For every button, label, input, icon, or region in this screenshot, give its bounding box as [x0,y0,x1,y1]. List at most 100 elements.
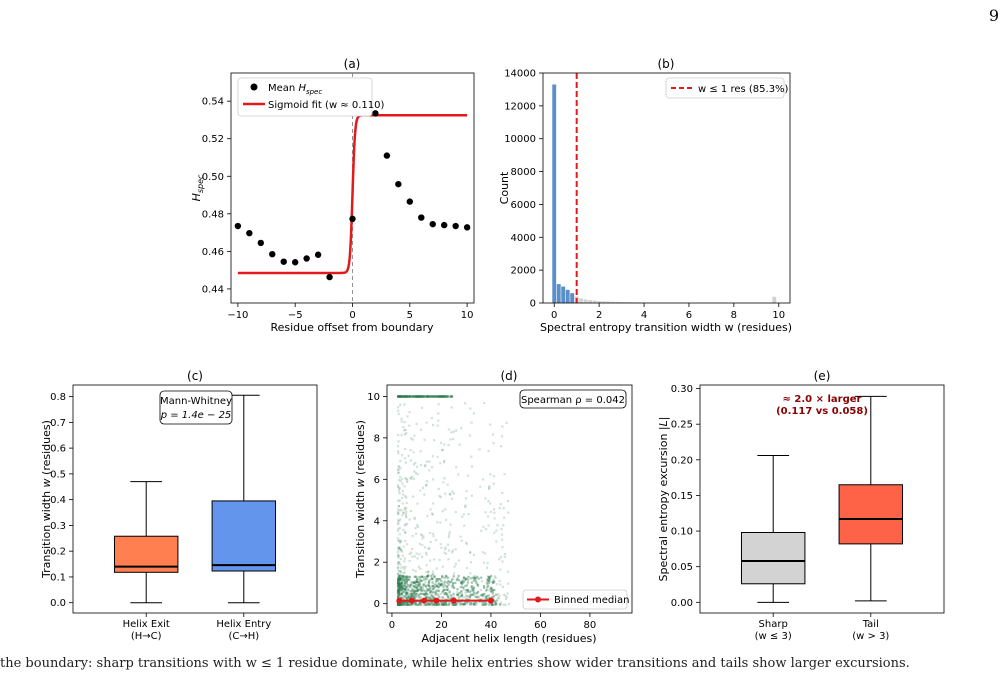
density-point-low [494,602,497,605]
density-point [471,603,474,606]
panel-b-frame [542,72,791,304]
density-point [404,577,407,581]
density-point-low [466,595,469,598]
density-point-low [419,587,422,590]
density-point-low [470,587,474,590]
density-point [419,601,423,604]
density-point [495,540,498,543]
density-point [413,517,416,521]
density-point [439,462,442,465]
density-point [412,590,415,593]
density-point [498,579,501,583]
density-point [448,492,452,496]
density-point [482,594,485,597]
density-point [397,468,400,471]
density-point-low [408,585,411,588]
density-point-low [445,585,448,588]
density-point [405,585,408,588]
density-point-cap [445,395,448,398]
density-point-low [397,581,400,584]
density-point [420,587,423,590]
density-point [398,478,401,481]
density-point [427,603,430,606]
density-point [459,603,462,606]
density-point [430,416,433,420]
density-point-low [484,601,487,604]
density-point [396,445,400,448]
density-point-low [429,589,432,592]
density-point [407,454,410,458]
density-point-low [460,583,464,586]
density-point-low [429,598,432,601]
density-point [495,602,498,605]
density-point [488,589,491,592]
density-point-low [405,575,408,578]
density-point-low [485,588,488,592]
density-point-low [485,582,489,585]
density-point [413,516,416,519]
y-tick-label: 0.7 [50,418,66,429]
density-point [427,573,430,576]
density-point [396,603,400,606]
density-point [403,557,406,560]
density-point [483,598,486,601]
density-point-low [466,581,470,584]
density-point [398,465,401,468]
mean-point [406,198,414,205]
density-point [429,508,432,511]
density-point [424,581,427,584]
density-point [397,489,401,492]
density-point [481,551,484,554]
density-point [428,531,432,535]
density-point [414,603,417,606]
sigmoid-fit-line [237,113,468,275]
density-point-low [465,577,468,580]
density-point [404,566,407,569]
density-point-low [397,592,400,595]
density-point [398,603,401,606]
density-point-low [398,584,401,587]
density-point-low [426,574,430,577]
density-point-low [456,588,459,591]
density-point [397,574,401,578]
density-point-low [456,593,459,597]
histogram-bar-wide [601,301,606,303]
density-point-low [437,595,440,598]
density-point [401,514,404,517]
density-point [494,576,497,579]
density-point [447,549,451,552]
density-point [418,602,421,605]
density-point-low [466,598,469,601]
density-point [399,563,402,566]
density-point [492,508,496,511]
density-point-low [487,579,490,582]
density-point [397,556,400,559]
y-tick-label: 0.48 [202,209,224,220]
category-label: Sharp [759,619,788,630]
density-point-low [415,578,419,581]
density-point [416,524,419,527]
density-point [417,584,420,587]
density-point [426,570,430,574]
density-point [396,546,400,550]
density-point-low [406,596,410,599]
y-tick-label: 0.54 [202,97,224,108]
density-point [425,603,428,606]
density-point [442,603,445,606]
density-point-low [443,580,446,583]
density-point [492,475,496,478]
density-point [499,568,502,571]
density-point-low [491,603,495,606]
density-point [399,603,403,606]
density-point [397,603,400,606]
density-point [449,493,452,496]
density-point-low [425,589,428,593]
density-point-low [431,588,434,591]
density-point-low [488,576,491,579]
density-point [406,543,409,546]
density-point-low [483,592,486,596]
density-point-low [420,592,423,595]
density-point [396,602,400,606]
density-point [423,546,427,549]
density-point [500,538,504,541]
